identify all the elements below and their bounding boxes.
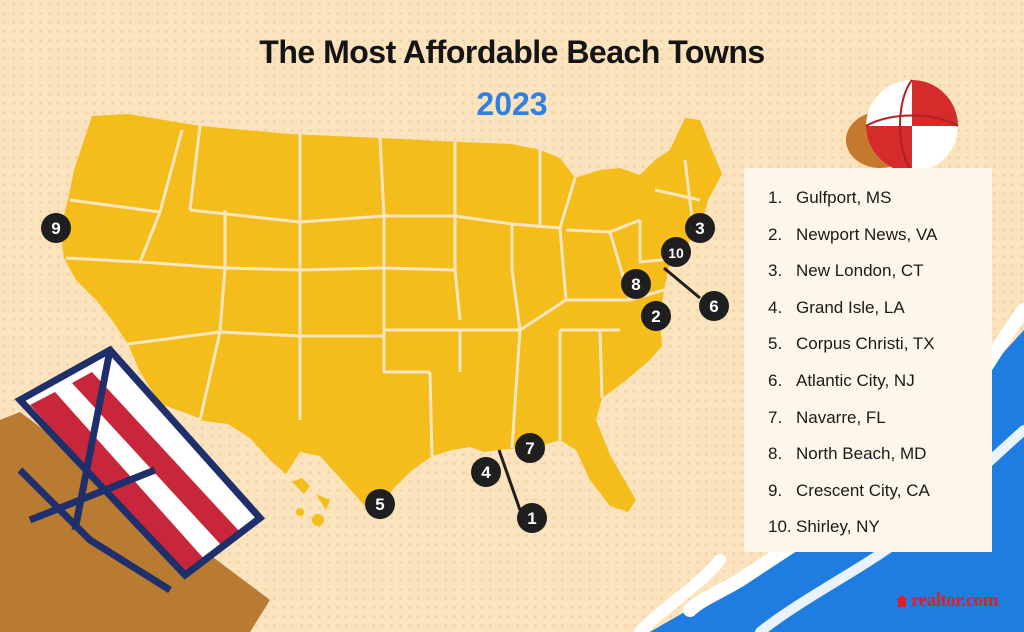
map-year: 2023 bbox=[476, 86, 548, 122]
house-icon bbox=[896, 595, 909, 607]
legend-number: 8. bbox=[768, 444, 783, 464]
marker-dot bbox=[641, 301, 671, 331]
marker-number: 6 bbox=[709, 297, 718, 316]
legend-item: 9. Crescent City, CA bbox=[744, 473, 992, 510]
marker-dot bbox=[365, 489, 395, 519]
legend-name: New London, CT bbox=[796, 261, 924, 281]
legend-item: 5. Corpus Christi, TX bbox=[744, 326, 992, 363]
location-marker: 1 bbox=[517, 503, 547, 533]
legend-number: 9. bbox=[768, 480, 783, 500]
marker-dot bbox=[471, 457, 501, 487]
location-marker: 8 bbox=[621, 269, 651, 299]
legend-item: 7. Navarre, FL bbox=[744, 400, 992, 437]
location-marker: 7 bbox=[515, 433, 545, 463]
hawaii bbox=[296, 508, 324, 526]
legend-name: Shirley, NY bbox=[796, 517, 880, 537]
legend-number: 1. bbox=[768, 188, 783, 207]
legend-item: 4. Grand Isle, LA bbox=[744, 290, 992, 327]
legend-number: 3. bbox=[768, 261, 783, 281]
legend-name: Corpus Christi, TX bbox=[796, 334, 935, 354]
location-marker: 3 bbox=[685, 213, 715, 243]
marker-number: 5 bbox=[375, 495, 384, 514]
beach-ball-icon bbox=[846, 79, 959, 173]
location-marker: 10 bbox=[661, 237, 691, 267]
legend-number: 6. bbox=[768, 370, 783, 390]
legend-item: 2. Newport News, VA bbox=[744, 217, 992, 254]
beach-chair-icon bbox=[0, 345, 270, 632]
legend-name: North Beach, MD bbox=[796, 444, 927, 464]
marker-number: 4 bbox=[481, 463, 491, 482]
marker-number: 8 bbox=[631, 275, 640, 294]
marker-number: 3 bbox=[695, 219, 704, 238]
leader-lines bbox=[497, 266, 701, 511]
marker-number: 7 bbox=[525, 439, 534, 458]
legend: 1. Gulfport, MS 2. Newport News, VA 3. New … bbox=[744, 168, 992, 552]
brand-text: realtor.com bbox=[911, 590, 998, 611]
legend-name: Atlantic City, NJ bbox=[796, 370, 915, 390]
location-marker: 4 bbox=[471, 457, 501, 487]
legend-number: 2. bbox=[768, 224, 783, 244]
location-marker: 5 bbox=[365, 489, 395, 519]
marker-number: 2 bbox=[651, 307, 660, 326]
legend-name: Crescent City, CA bbox=[796, 480, 930, 500]
markers: 1 2 3 4 5 6 7 8 9 10 bbox=[41, 213, 729, 533]
location-marker: 6 bbox=[699, 291, 729, 321]
marker-dot bbox=[515, 433, 545, 463]
legend-number: 5. bbox=[768, 334, 783, 354]
marker-dot bbox=[41, 213, 71, 243]
state-borders bbox=[65, 125, 701, 457]
marker-number: 10 bbox=[668, 245, 684, 261]
location-marker: 2 bbox=[641, 301, 671, 331]
legend-item: 10. Shirley, NY bbox=[744, 509, 992, 546]
legend-item: 1. Gulfport, MS bbox=[744, 180, 992, 217]
marker-number: 1 bbox=[527, 509, 536, 528]
marker-dot bbox=[517, 503, 547, 533]
marker-number: 9 bbox=[51, 219, 60, 238]
legend-name: Newport News, VA bbox=[796, 224, 938, 244]
marker-dot bbox=[621, 269, 651, 299]
marker-dot bbox=[661, 237, 691, 267]
map-title: The Most Affordable Beach Towns bbox=[259, 34, 765, 70]
legend-name: Gulfport, MS bbox=[796, 188, 892, 207]
legend-number: 4. bbox=[768, 297, 783, 317]
realtor-logo: realtor.com bbox=[896, 590, 998, 612]
legend-number: 7. bbox=[768, 407, 783, 427]
location-marker: 9 bbox=[41, 213, 71, 243]
marker-dot bbox=[685, 213, 715, 243]
legend-name: Navarre, FL bbox=[796, 407, 886, 427]
legend-name: Grand Isle, LA bbox=[796, 297, 905, 317]
legend-number: 10. bbox=[768, 517, 792, 537]
legend-item: 3. New London, CT bbox=[744, 253, 992, 290]
legend-item: 8. North Beach, MD bbox=[744, 436, 992, 473]
marker-dot bbox=[699, 291, 729, 321]
legend-item: 6. Atlantic City, NJ bbox=[744, 363, 992, 400]
